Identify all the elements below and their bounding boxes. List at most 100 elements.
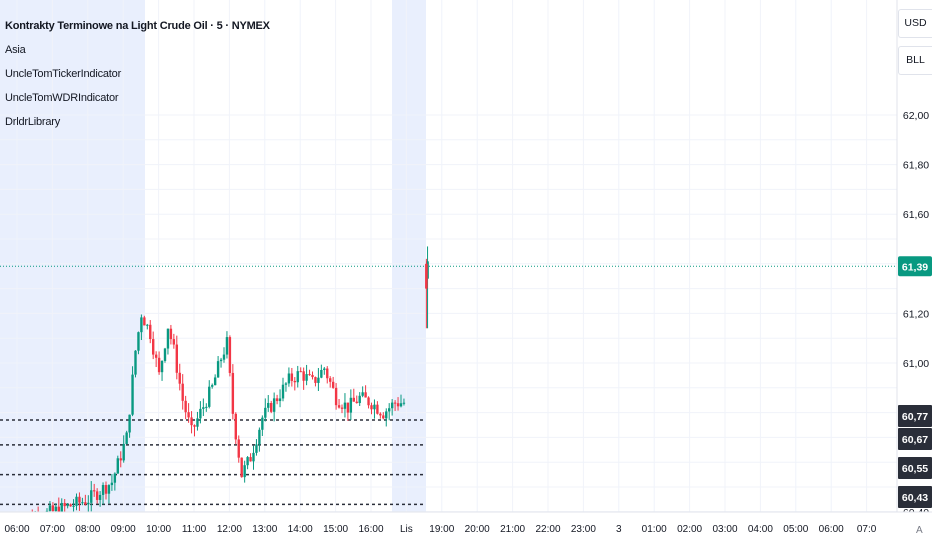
candle-body xyxy=(293,380,296,383)
level-tag-label: 60,67 xyxy=(902,434,928,446)
level-tag xyxy=(898,457,932,479)
candle-body xyxy=(399,403,403,407)
time-tick-label: 01:00 xyxy=(642,524,667,535)
candle-body xyxy=(211,385,214,387)
time-tick-label: 13:00 xyxy=(252,524,277,535)
candle-body xyxy=(84,502,87,505)
time-tick-label: 15:00 xyxy=(323,524,348,535)
candle-body xyxy=(119,458,122,461)
candle-body xyxy=(326,368,329,379)
candle-body xyxy=(113,473,117,483)
candle-body xyxy=(349,397,353,413)
candle-body xyxy=(196,418,199,427)
candle-body xyxy=(237,439,240,458)
candle-body xyxy=(379,413,382,416)
indicator-uncletom-wdr[interactable]: UncleTomWDRIndicator xyxy=(5,92,119,104)
candle-body xyxy=(213,377,217,386)
time-tick-label: Lis xyxy=(400,524,413,535)
candle-body xyxy=(216,361,220,378)
candle-body xyxy=(261,417,264,430)
candle-body xyxy=(90,490,93,503)
candle-body xyxy=(311,374,314,378)
candle-body xyxy=(270,402,273,412)
candle-body xyxy=(78,496,81,503)
indicator-uncletom-ticker[interactable]: UncleTomTickerIndicator xyxy=(5,68,122,80)
candle-body xyxy=(299,371,302,373)
candle-body xyxy=(199,408,202,419)
candle-body xyxy=(343,402,347,409)
candle-body xyxy=(388,408,391,412)
candle-body xyxy=(370,405,373,410)
candle-body xyxy=(116,458,119,474)
candle-body xyxy=(264,407,267,418)
time-axis: 06:00 07:00 08:00 09:00 10:00 11:00 12:00 13:00… xyxy=(0,511,932,550)
candle-body xyxy=(137,332,140,351)
time-tick-label: 05:00 xyxy=(783,524,808,535)
candle-body xyxy=(178,372,181,384)
candle-body xyxy=(48,505,52,511)
candle-body xyxy=(334,387,338,406)
candle-body xyxy=(340,407,344,409)
candle-body xyxy=(364,392,367,398)
time-tick-label: 09:00 xyxy=(111,524,136,535)
indicator-asia[interactable]: Asia xyxy=(5,44,26,56)
level-tag-label: 60,55 xyxy=(902,463,928,475)
candle-body xyxy=(208,386,211,407)
candle-body xyxy=(281,384,285,399)
time-tick-label: 14:00 xyxy=(288,524,313,535)
candle-body xyxy=(149,324,152,340)
candle-body xyxy=(373,404,376,410)
candle-body xyxy=(205,406,208,408)
price-tick-label: 61,80 xyxy=(903,160,929,172)
candle-body xyxy=(308,374,311,376)
chart-title[interactable]: Kontrakty Terminowe na Light Crude Oil ·… xyxy=(5,20,270,32)
candle-body xyxy=(169,328,173,340)
candle-body xyxy=(163,348,167,361)
candle-body xyxy=(355,401,358,404)
candle-body xyxy=(358,395,361,404)
candle-body xyxy=(107,485,111,494)
candle-body xyxy=(396,403,400,407)
time-tick-label: 16:00 xyxy=(358,524,383,535)
level-tag xyxy=(898,428,932,450)
candle-body xyxy=(234,413,237,440)
candle-body xyxy=(314,377,317,383)
candle-body xyxy=(104,485,108,494)
unit-button[interactable]: BLL xyxy=(898,46,932,75)
candle-body xyxy=(240,457,243,478)
price-tick-label: 62,00 xyxy=(903,110,929,122)
candle-body xyxy=(228,337,232,373)
candle-body xyxy=(231,372,235,414)
candle-body xyxy=(93,490,96,492)
time-tick-label: 07:00 xyxy=(40,524,65,535)
candle-body xyxy=(193,425,196,427)
candle-body xyxy=(87,502,90,505)
candle-body xyxy=(181,383,184,401)
candle-body xyxy=(346,402,350,413)
candle-body xyxy=(222,354,226,360)
price-tick-label: 61,20 xyxy=(903,308,929,320)
candle-body xyxy=(337,405,341,408)
auto-scale-button[interactable]: A xyxy=(916,525,923,536)
candle-body xyxy=(157,357,161,373)
candle-body xyxy=(172,339,176,345)
indicator-drldr-library[interactable]: DrldrLibrary xyxy=(5,116,61,128)
time-tick-label: 07:0 xyxy=(857,524,877,535)
candle-body xyxy=(57,506,60,516)
candle-body xyxy=(187,412,190,418)
candle-body xyxy=(284,383,288,385)
time-tick-label: 08:00 xyxy=(75,524,100,535)
time-tick-label: 22:00 xyxy=(535,524,560,535)
candle-body xyxy=(190,417,193,426)
time-tick-label: 10:00 xyxy=(146,524,171,535)
time-tick-label: 06:00 xyxy=(819,524,844,535)
candle-body xyxy=(72,505,75,507)
currency-button[interactable]: USD xyxy=(898,9,932,38)
time-tick-label: 3 xyxy=(616,524,622,535)
candle-body xyxy=(275,398,279,402)
session-shading xyxy=(0,0,426,512)
candle-body xyxy=(154,354,158,358)
candle-body xyxy=(376,404,379,414)
